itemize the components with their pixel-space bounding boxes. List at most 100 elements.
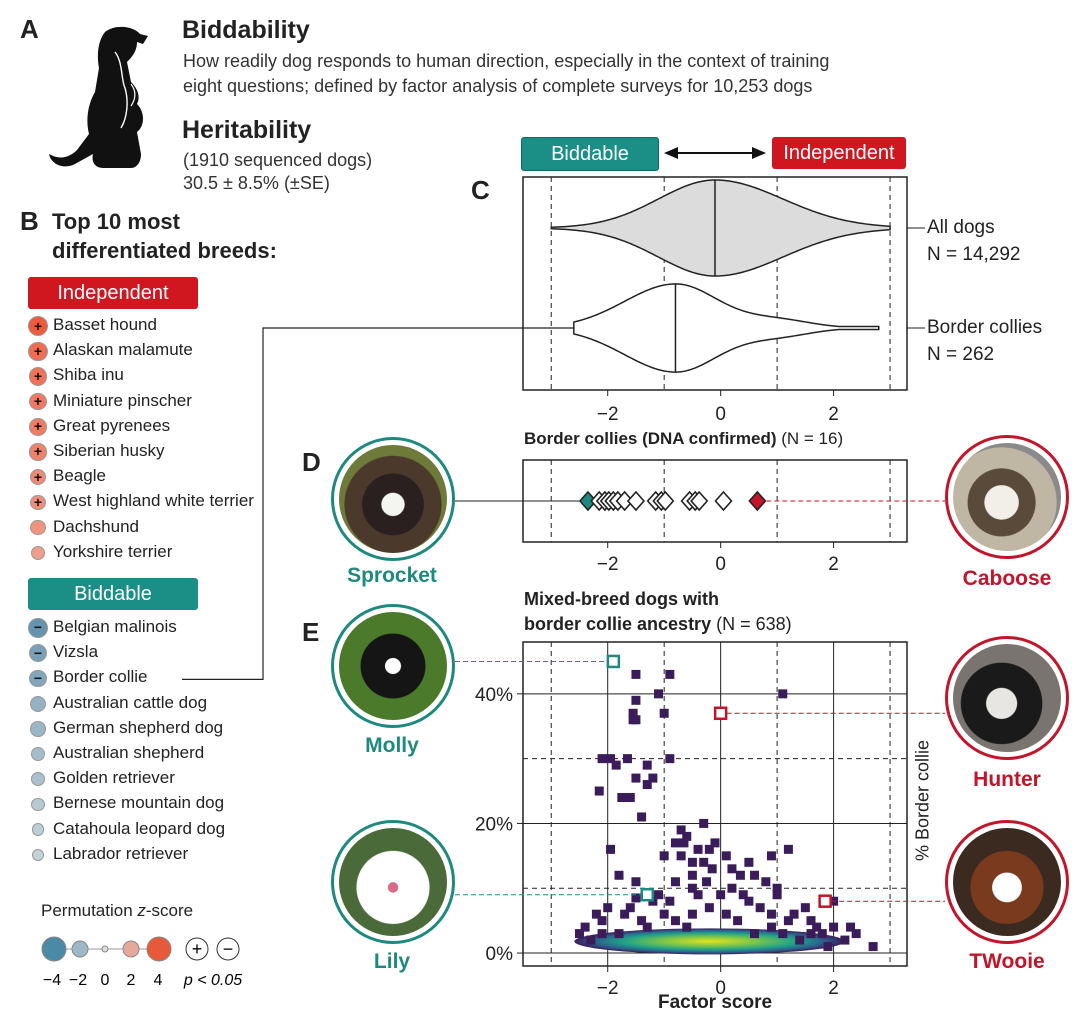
heritability-line2: 30.5 ± 8.5% (±SE): [183, 173, 330, 193]
panel-a-letter: A: [20, 14, 39, 44]
zscore-dot: [30, 519, 46, 536]
breed-name: Australian cattle dog: [53, 692, 208, 712]
scatter-point: [670, 838, 680, 848]
scatter-point: [606, 754, 616, 764]
scatter-point: [721, 909, 731, 919]
double-arrow-icon: [664, 147, 766, 159]
violin-all-dogs: [550, 179, 891, 277]
breed-name: German shepherd dog: [53, 717, 224, 737]
scatter-point: [846, 922, 856, 932]
dna-panel: −2 0 2: [455, 459, 945, 575]
scatter-point: [659, 708, 669, 718]
breed-name: Catahoula leopard dog: [53, 818, 226, 838]
scatter-point: [716, 890, 726, 900]
panel-e-letter: E: [302, 617, 320, 647]
zscore-dot: [30, 721, 46, 737]
molly-photo: [331, 604, 455, 728]
mixed-breed-panel: 0% 20% 40% −2 0 2: [455, 641, 945, 999]
scatter-point: [783, 844, 793, 854]
scatter-point: [625, 903, 635, 913]
scatter-point: [733, 916, 743, 926]
legend-plus-circle: [185, 937, 209, 961]
hunter-photo: [945, 636, 1069, 760]
heritability-line1: (1910 sequenced dogs): [183, 150, 373, 170]
scatter-point: [642, 760, 652, 770]
scatter-point: [679, 838, 689, 848]
legend-tick: −4: [43, 972, 61, 989]
y-tick-label: 20%: [475, 814, 513, 835]
legend-tick: 4: [154, 972, 163, 989]
panel-b-letter: B: [20, 206, 39, 236]
scatter-point: [611, 760, 621, 770]
scatter-point: [654, 689, 664, 699]
zscore-dot: −: [28, 644, 48, 663]
breed-name: Great pyrenees: [53, 415, 171, 435]
scatter-point: [676, 851, 686, 861]
scatter-point: [687, 909, 697, 919]
breed-name: Bernese mountain dog: [53, 793, 225, 813]
twooie-photo: [945, 820, 1069, 944]
scatter-point: [721, 851, 731, 861]
scatter-point: [622, 754, 632, 764]
legend-tick: −2: [69, 972, 87, 989]
mixed-breed-title-line2: border collie ancestry (N = 638): [524, 614, 792, 634]
x-tick-label: 2: [828, 404, 839, 425]
zscore-dot: +: [29, 392, 47, 411]
scatter-point: [606, 844, 616, 854]
biddability-desc-line2: eight questions; defined by factor analy…: [183, 76, 813, 96]
scatter-point: [755, 903, 765, 913]
scatter-point: [704, 903, 714, 913]
legend-minus: −: [223, 939, 234, 959]
scatter-point: [707, 864, 717, 874]
breed-name: Siberian husky: [53, 441, 165, 460]
scatter-point: [631, 893, 641, 903]
zscore-dot: +: [29, 418, 47, 436]
legend-dot-0: [101, 945, 109, 953]
x-tick-label: 0: [715, 404, 726, 425]
scatter-point: [840, 935, 850, 945]
breed-name: Alaskan malamute: [53, 340, 193, 360]
scatter-point: [631, 695, 641, 705]
scatter-point: [665, 669, 675, 679]
legend-dot-neg2: [71, 940, 89, 958]
header-biddable-pill: Biddable: [521, 137, 659, 171]
scatter-point: [628, 708, 638, 718]
zscore-dot: +: [28, 367, 48, 386]
scatter-point: [699, 857, 709, 867]
scatter-point: [735, 870, 745, 880]
scatter-point: [744, 896, 754, 906]
scatter-point: [868, 942, 878, 952]
scatter-point: [772, 883, 782, 893]
scatter-point: [625, 793, 635, 803]
zscore-dot: [30, 746, 46, 762]
scatter-point: [744, 857, 754, 867]
hunter-name: Hunter: [973, 768, 1041, 791]
breed-name: Miniature pinscher: [53, 390, 192, 410]
scatter-point: [682, 831, 692, 841]
zscore-dot: +: [29, 469, 47, 486]
panel-c-letter: C: [471, 175, 490, 205]
scatter-point: [631, 669, 641, 679]
scatter-point: [648, 773, 658, 783]
scatter-point: [806, 929, 816, 939]
scatter-point: [783, 916, 793, 926]
scatter-point: [817, 929, 827, 939]
scatter-point: [617, 793, 627, 803]
biddability-desc-line1: How readily dog responds to human direct…: [183, 51, 830, 71]
scatter-point: [795, 935, 805, 945]
breed-name: West highland white terrier: [53, 491, 254, 511]
breed-name: Dachshund: [53, 516, 140, 536]
highlighted-point: [818, 894, 832, 908]
scatter-point: [750, 929, 760, 939]
sprocket-photo: [331, 437, 455, 561]
zscore-dot: [30, 545, 46, 560]
scatter-point: [851, 929, 861, 939]
biddable-pill: Biddable: [28, 578, 198, 610]
scatter-frame: [522, 641, 908, 967]
scatter-point: [693, 890, 703, 900]
zscore-legend: + − −4 −2 0 2 4 p < 0.05: [41, 936, 242, 989]
scatter-point: [710, 838, 720, 848]
independent-pill: Independent: [28, 277, 198, 309]
scatter-point: [659, 909, 669, 919]
molly-name: Molly: [365, 734, 419, 757]
